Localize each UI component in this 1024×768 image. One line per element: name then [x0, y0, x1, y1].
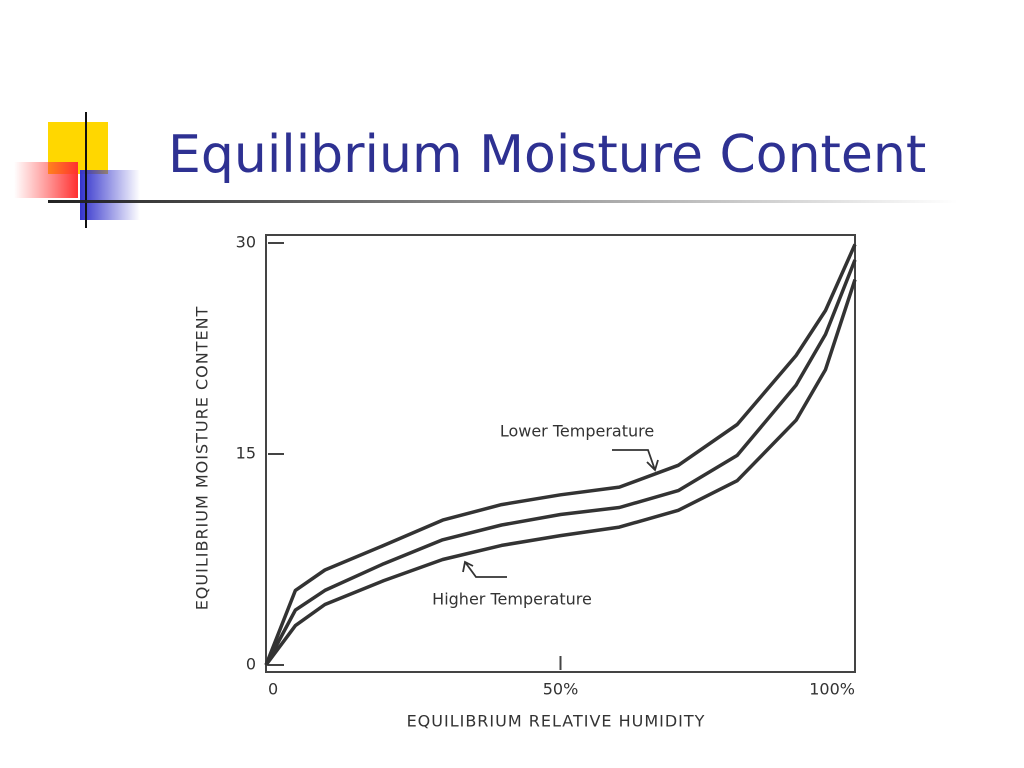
- curve-label-arrow: [462, 560, 507, 578]
- series-line: [264, 243, 857, 666]
- curve-label: Higher Temperature: [432, 590, 592, 609]
- series-line: [264, 279, 857, 667]
- x-tick-label: 100%: [809, 680, 855, 699]
- y-tick-label: 30: [236, 233, 256, 252]
- decoration: [14, 112, 958, 228]
- curve-label-arrow: [612, 449, 659, 472]
- slide-title: Equilibrium Moisture Content: [168, 125, 926, 185]
- y-tick-label: 15: [236, 444, 256, 463]
- plot-frame: [265, 234, 856, 673]
- y-tick-label: 0: [246, 655, 256, 674]
- y-axis-label: EQUILIBRIUM MOISTURE CONTENT: [193, 306, 212, 611]
- series-line: [264, 259, 857, 666]
- x-tick-label: 0: [268, 680, 278, 699]
- curve-label: Lower Temperature: [500, 422, 654, 441]
- x-tick-label: 50%: [543, 680, 579, 699]
- x-axis-label: EQUILIBRIUM RELATIVE HUMIDITY: [407, 712, 706, 731]
